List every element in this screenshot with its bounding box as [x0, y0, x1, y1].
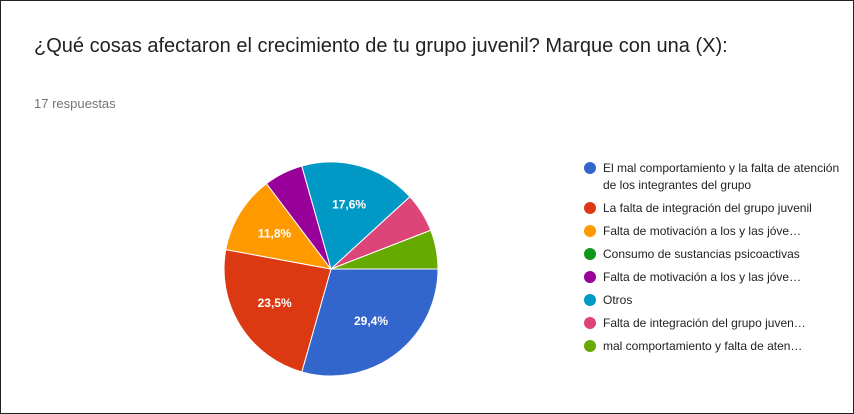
legend-item: La falta de integración del grupo juveni… [584, 200, 846, 217]
legend: El mal comportamiento y la falta de aten… [584, 160, 846, 361]
legend-label: mal comportamiento y falta de aten… [603, 339, 803, 353]
legend-label: Falta de motivación a los y las jóve… [603, 270, 802, 284]
legend-swatch [584, 248, 596, 260]
legend-swatch [584, 294, 596, 306]
legend-item: mal comportamiento y falta de aten… [584, 338, 846, 355]
slice-label: 17,6% [332, 197, 366, 211]
legend-item: Falta de motivación a los y las jóve… [584, 269, 846, 286]
slice-label: 23,5% [258, 296, 292, 310]
pie-slice [225, 182, 333, 270]
pie-slice [330, 229, 439, 270]
legend-label: Falta de motivación a los y las jóve… [603, 224, 802, 238]
legend-label: Falta de integración del grupo juven… [603, 316, 806, 330]
question-title: ¿Qué cosas afectaron el crecimiento de t… [34, 35, 728, 57]
legend-item: Falta de integración del grupo juven… [584, 315, 846, 332]
legend-label: El mal comportamiento y la falta de aten… [603, 161, 840, 192]
legend-swatch [584, 202, 596, 214]
legend-label: Consumo de sustancias psicoactivas [603, 247, 800, 261]
legend-swatch [584, 225, 596, 237]
legend-swatch [584, 162, 596, 174]
slice-label: 11,8% [258, 226, 292, 240]
legend-swatch [584, 271, 596, 283]
pie-slice [301, 161, 411, 270]
legend-item: Otros [584, 292, 846, 309]
legend-swatch [584, 317, 596, 329]
legend-item: El mal comportamiento y la falta de aten… [584, 160, 846, 194]
legend-item: Consumo de sustancias psicoactivas [584, 246, 846, 263]
pie-slice [223, 249, 332, 373]
response-count: 17 respuestas [34, 96, 116, 111]
legend-label: La falta de integración del grupo juveni… [603, 201, 812, 215]
legend-label: Otros [603, 293, 633, 307]
legend-swatch [584, 340, 596, 352]
slice-label: 29,4% [354, 314, 388, 328]
legend-item: Falta de motivación a los y las jóve… [584, 223, 846, 240]
pie-slice [301, 268, 439, 377]
